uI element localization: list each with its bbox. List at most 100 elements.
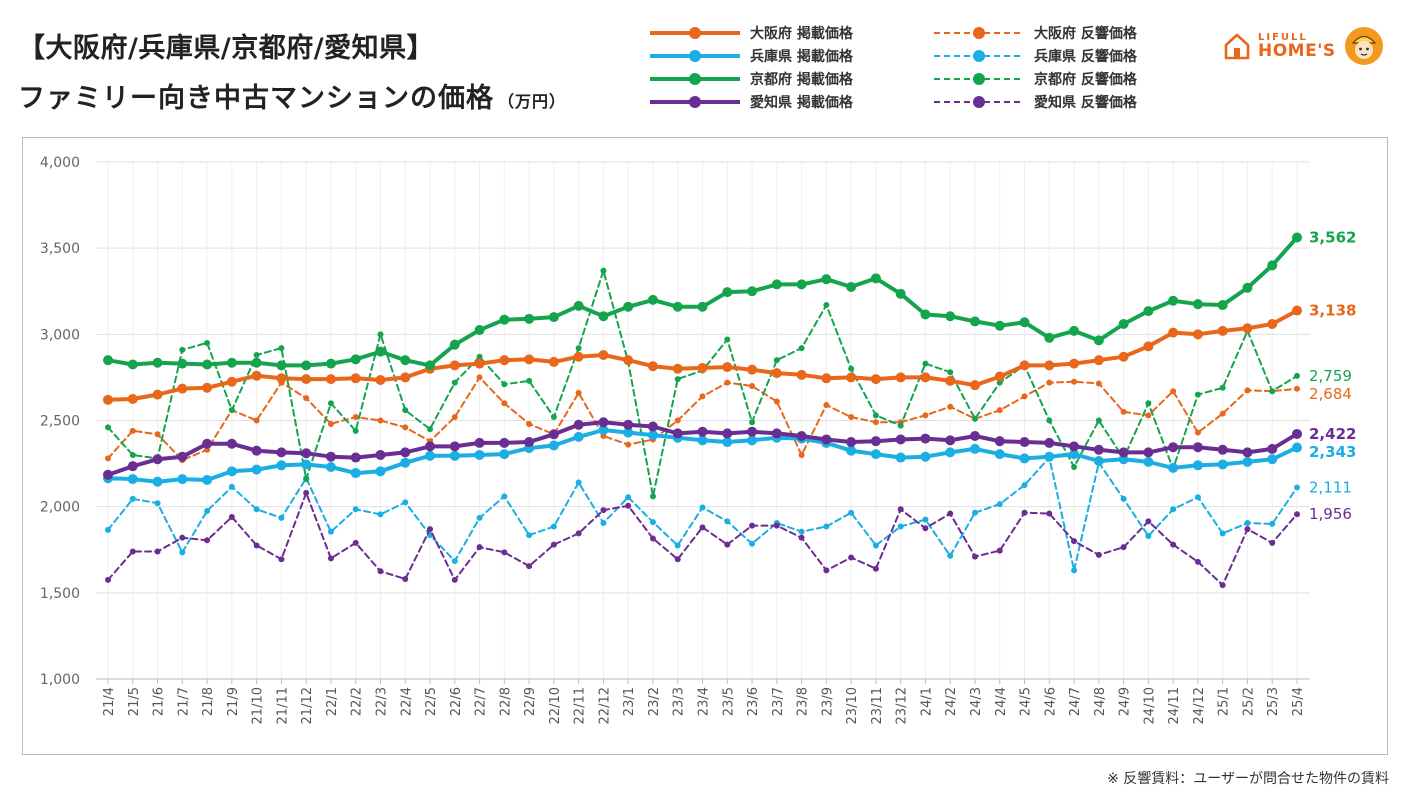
data-point [524, 437, 535, 448]
data-point [623, 355, 634, 366]
data-point [179, 549, 186, 556]
data-point [127, 393, 138, 404]
data-point [796, 369, 807, 380]
data-point [821, 274, 832, 285]
data-point [474, 358, 485, 369]
data-point [1019, 317, 1030, 328]
data-point [699, 524, 706, 531]
data-point [749, 419, 756, 426]
legend-item: 愛知県 掲載価格 [648, 91, 853, 113]
data-point [202, 359, 213, 370]
data-point [154, 431, 161, 438]
data-point [798, 451, 805, 458]
legend-item: 兵庫県 反響価格 [932, 45, 1137, 67]
data-point [771, 368, 782, 379]
data-point [575, 530, 582, 537]
data-point [103, 469, 113, 480]
data-point [649, 493, 656, 500]
data-point [773, 398, 780, 405]
data-point [276, 447, 287, 458]
data-point [747, 426, 758, 437]
data-point [449, 339, 460, 350]
data-point [352, 414, 359, 421]
data-point [1292, 428, 1302, 439]
data-point [1120, 408, 1127, 415]
data-point [278, 345, 285, 352]
data-point [573, 351, 584, 362]
data-point [1269, 388, 1276, 395]
legend-swatch [934, 73, 1024, 85]
data-point [848, 509, 855, 516]
data-point [127, 359, 138, 370]
data-point [1244, 520, 1251, 527]
legend-label: 大阪府 掲載価格 [750, 26, 853, 42]
data-point [1170, 541, 1177, 548]
x-tick-label: 21/9 [226, 687, 241, 716]
data-point [375, 375, 386, 386]
data-point [327, 400, 334, 407]
data-point [228, 514, 235, 521]
data-point [501, 493, 508, 500]
chart-frame [22, 137, 1388, 755]
data-point [625, 494, 632, 501]
unit-label: （万円） [498, 92, 567, 111]
data-point [747, 286, 758, 297]
data-point [253, 506, 260, 513]
data-point [947, 552, 954, 559]
data-point [1192, 329, 1203, 340]
x-tick-label: 25/4 [1291, 687, 1306, 716]
data-point [1071, 464, 1078, 471]
data-point [251, 445, 262, 456]
x-tick-label: 25/1 [1217, 687, 1232, 716]
data-point [697, 362, 708, 373]
data-point [895, 434, 906, 445]
legend-label: 兵庫県 反響価格 [1034, 49, 1137, 65]
data-point [1044, 451, 1055, 462]
x-tick-label: 21/6 [152, 687, 167, 716]
data-point [1019, 453, 1030, 464]
data-point [697, 301, 708, 312]
data-point [1292, 442, 1302, 453]
legend-swatch [650, 73, 740, 85]
data-point [301, 448, 312, 459]
data-point [922, 360, 929, 367]
data-point [253, 417, 260, 424]
data-point [1118, 447, 1129, 458]
legend-swatch [650, 27, 740, 39]
data-point [1219, 384, 1226, 391]
data-point [575, 389, 582, 396]
data-point [1120, 544, 1127, 551]
data-point [1194, 494, 1201, 501]
x-tick-label: 22/7 [474, 687, 489, 716]
data-point [947, 369, 954, 376]
data-point [1118, 318, 1129, 329]
data-point [276, 360, 287, 371]
data-point [350, 354, 361, 365]
data-point [870, 436, 881, 447]
data-point [377, 568, 384, 575]
data-point [352, 506, 359, 513]
data-point [499, 355, 510, 366]
data-point [1071, 378, 1078, 385]
data-point [697, 435, 708, 446]
data-point [846, 437, 857, 448]
chart-title-text: ファミリー向き中古マンションの価格 [18, 83, 494, 114]
data-point [870, 374, 881, 385]
data-point [103, 394, 113, 405]
lifull-homes-logo: LIFULL HOME'S [1222, 26, 1384, 66]
data-point [724, 518, 731, 525]
x-tick-label: 23/10 [845, 687, 860, 724]
data-point [747, 364, 758, 375]
data-point [1269, 520, 1276, 527]
data-point [598, 424, 609, 435]
data-point [598, 417, 609, 428]
data-point [1194, 429, 1201, 436]
data-point [1294, 385, 1300, 392]
data-point [796, 279, 807, 290]
data-point [922, 516, 929, 523]
legend-item: 大阪府 掲載価格 [648, 22, 853, 44]
data-point [451, 576, 458, 583]
data-point [724, 379, 731, 386]
data-point [994, 436, 1005, 447]
data-point [350, 452, 361, 463]
